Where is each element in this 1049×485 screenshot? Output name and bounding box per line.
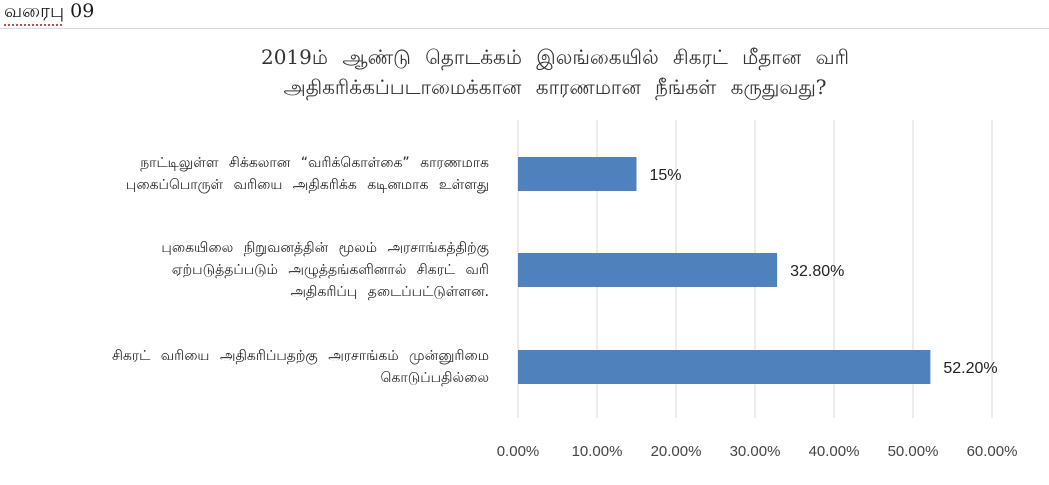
data-label: 32.80%	[790, 263, 844, 280]
x-tick-label: 40.00%	[809, 443, 860, 460]
category-label-line: புகையிலை நிறுவனத்தின் மூலம் அரசாங்கத்திற…	[161, 240, 489, 256]
category-label-line: ஏற்படுத்தப்படும் அழுத்தங்களினால் சிகரட் …	[171, 262, 489, 278]
chart-title-line-2: அதிகரிக்கப்படாமைக்கான காரணமான நீங்கள் கர…	[283, 75, 827, 99]
category-label-line: அதிகரிப்பு தடைப்பட்டுள்ளன.	[290, 284, 489, 300]
figure-label: வரைபு 09	[4, 0, 95, 22]
category-label: புகையிலை நிறுவனத்தின் மூலம் அரசாங்கத்திற…	[161, 237, 489, 303]
x-tick-label: 30.00%	[730, 443, 781, 460]
x-tick-label: 20.00%	[651, 443, 702, 460]
bar	[518, 253, 778, 287]
x-tick-label: 50.00%	[888, 443, 939, 460]
data-label: 15%	[650, 167, 682, 184]
category-label-line: சிகரட் வரியை அதிகரிப்பதற்கு அரசாங்கம் மு…	[111, 348, 489, 364]
category-label-line: புகைப்பொருள் வரியை அதிகரிக்க கடினமாக உள்…	[125, 177, 489, 193]
data-label: 52.20%	[943, 360, 997, 377]
chart-title: 2019ம் ஆண்டு தொடக்கம் இலங்கையில் சிகரட் …	[120, 42, 990, 102]
x-tick-label: 60.00%	[967, 443, 1018, 460]
bar	[518, 350, 931, 384]
bar	[518, 157, 637, 191]
figure-label-underline	[4, 24, 62, 26]
chart-title-line-1: 2019ம் ஆண்டு தொடக்கம் இலங்கையில் சிகரட் …	[260, 45, 850, 69]
x-tick-label: 10.00%	[572, 443, 623, 460]
category-label-line: கொடுப்பதில்லை	[380, 370, 489, 386]
chart-frame	[0, 28, 1049, 484]
category-label: நாட்டிலுள்ள சிக்கலான “வரிக்கொள்கை” காரணம…	[126, 152, 489, 196]
x-tick-label: 0.00%	[497, 443, 540, 460]
category-label-line: நாட்டிலுள்ள சிக்கலான “வரிக்கொள்கை” காரணம…	[140, 155, 489, 171]
category-label: சிகரட் வரியை அதிகரிப்பதற்கு அரசாங்கம் மு…	[112, 345, 489, 389]
